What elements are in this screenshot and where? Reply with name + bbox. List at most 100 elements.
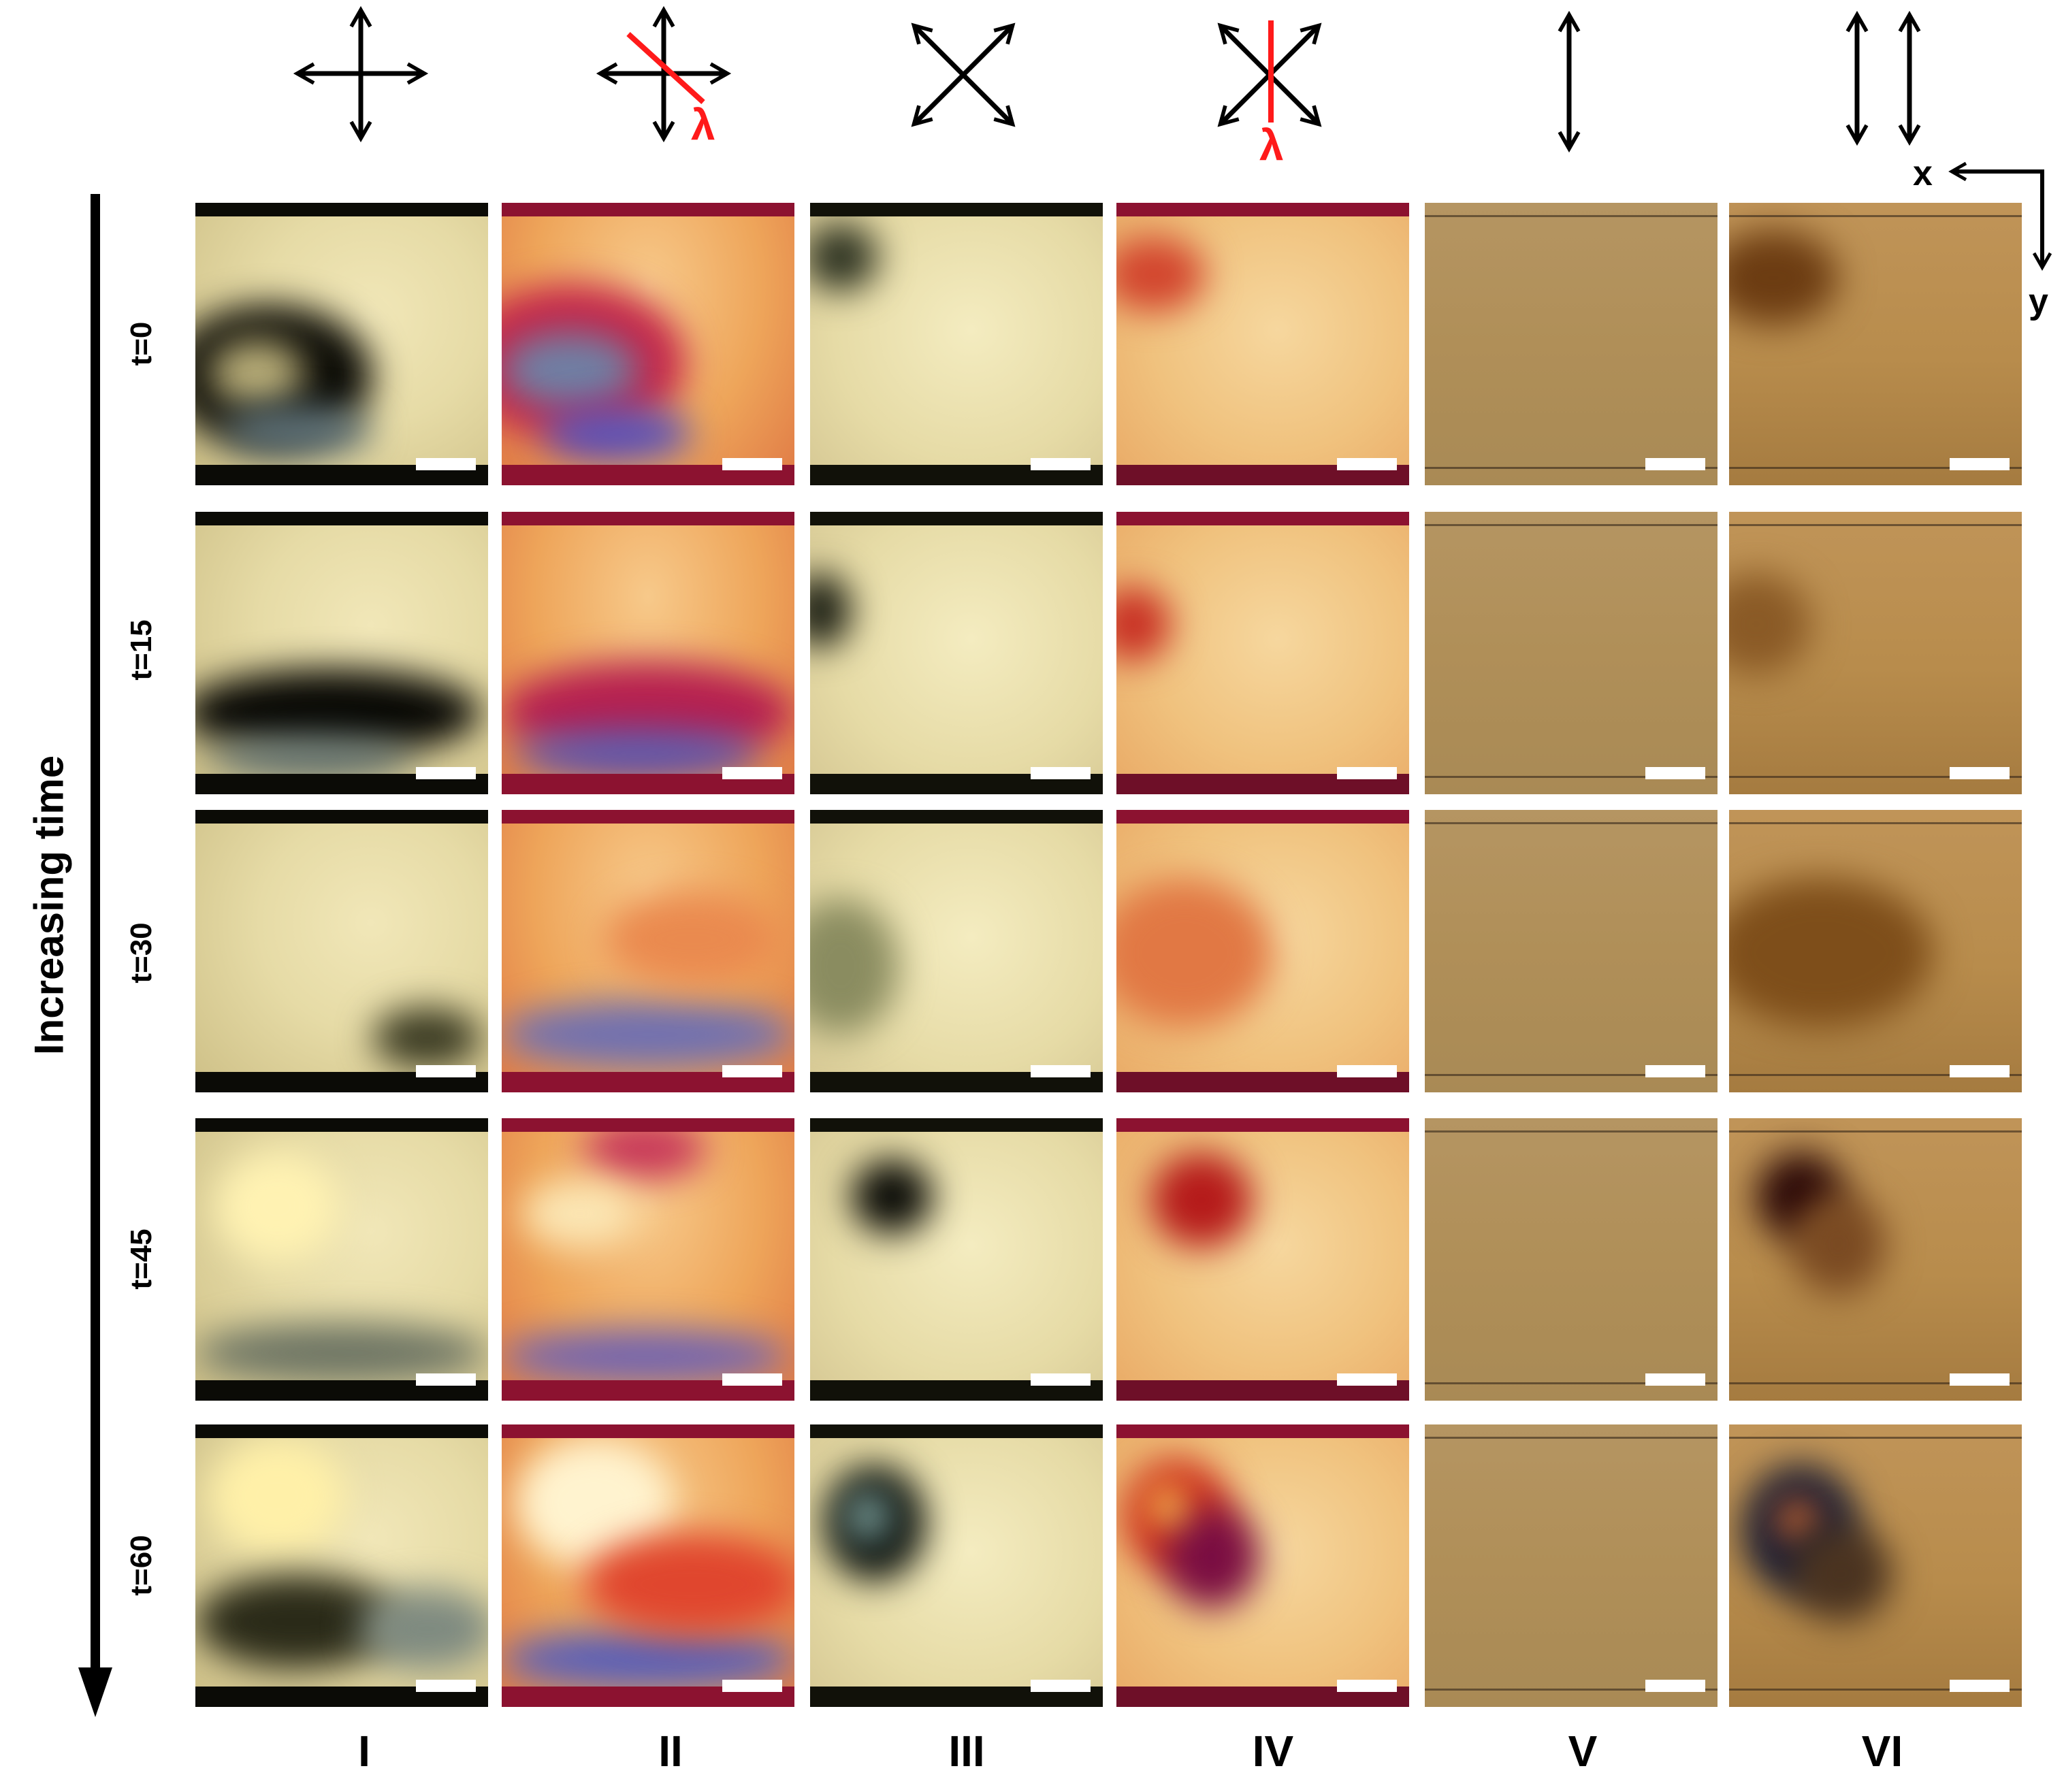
channel-edge-line (1729, 776, 2022, 778)
scale-bar (722, 1065, 782, 1077)
micrograph-panel (1425, 203, 1718, 485)
defect-texture (810, 223, 878, 291)
micrograph-panel (1116, 203, 1409, 485)
channel-wall-top (1425, 810, 1718, 824)
channel-edge-line (1729, 822, 2022, 824)
row-label: t=0 (125, 321, 158, 366)
micrograph-panel (1116, 1118, 1409, 1401)
scale-bar (1645, 767, 1705, 779)
micrograph-panel (810, 1118, 1103, 1401)
channel-wall-top (1425, 203, 1718, 216)
micrograph-panel (1729, 1424, 2022, 1707)
scale-bar (1031, 458, 1091, 470)
channel-edge-line (1729, 524, 2022, 526)
channel-wall-top (1425, 1424, 1718, 1438)
channel-wall-top (810, 1118, 1103, 1132)
parallel-polarizers-icon-svg (1845, 10, 1921, 146)
micrograph-panel (1729, 203, 2022, 485)
channel-wall-top (1116, 810, 1409, 824)
channel-edge-line (1729, 1074, 2022, 1076)
defect-texture (1164, 1506, 1259, 1608)
defect-texture (583, 1533, 794, 1635)
micrograph-panel (810, 512, 1103, 794)
channel-edge-line (1729, 1382, 2022, 1384)
channel-wall-top (1116, 203, 1409, 216)
channel-wall-top (1425, 1118, 1718, 1132)
defect-texture (1729, 230, 1838, 325)
channel-edge-line (1425, 822, 1718, 824)
scale-bar (1031, 1065, 1091, 1077)
channel-wall-top (810, 1424, 1103, 1438)
channel-edge-line (1425, 1382, 1718, 1384)
time-axis-label: Increasing time (26, 755, 72, 1056)
scale-bar (722, 458, 782, 470)
scale-bar (416, 1680, 476, 1692)
y-axis-label: y (2029, 282, 2048, 321)
row-label: t=60 (125, 1535, 158, 1596)
scale-bar (1645, 1680, 1705, 1692)
defect-texture (372, 1007, 481, 1069)
x-axis-label: x (1913, 157, 1933, 193)
parallel-polarizers-icon (1797, 0, 1947, 163)
defect-texture (216, 1152, 338, 1261)
defect-texture (543, 407, 692, 461)
scale-bar (722, 767, 782, 779)
lambda-label: λ (1259, 120, 1284, 163)
defect-texture (1790, 1527, 1892, 1622)
micrograph-panel (810, 1424, 1103, 1707)
scale-bar (1337, 1373, 1397, 1386)
micrograph-panel (195, 810, 488, 1092)
channel-wall-top (1116, 1118, 1409, 1132)
crossed-polarizers-lambda-plate-icon: λ (589, 0, 739, 163)
scale-bar (1031, 767, 1091, 779)
micrograph-panel (195, 203, 488, 485)
scale-bar (1031, 1373, 1091, 1386)
micrograph-panel (1425, 512, 1718, 794)
xy-axes-indicator: x y (1886, 154, 2064, 327)
micrograph-panel (195, 512, 488, 794)
defect-texture (1150, 1152, 1253, 1248)
scale-bar (1950, 1065, 2010, 1077)
channel-edge-line (1425, 1689, 1718, 1691)
scale-bar (1950, 458, 2010, 470)
scale-bar (416, 767, 476, 779)
channel-edge-line (1425, 1130, 1718, 1133)
scale-bar (1337, 1680, 1397, 1692)
channel-wall-top (1729, 1118, 2022, 1132)
channel-wall-top (810, 512, 1103, 525)
scale-bar (1337, 1065, 1397, 1077)
single-polarizer-icon-svg (1558, 10, 1581, 153)
channel-wall-top (502, 512, 794, 525)
channel-wall-top (195, 203, 488, 216)
micrograph-panel (502, 203, 794, 485)
micrograph-panel (195, 1424, 488, 1707)
channel-wall-top (1116, 512, 1409, 525)
crossed-polarizers-icon-svg (293, 5, 429, 143)
channel-wall-top (195, 512, 488, 525)
micrograph-panel (810, 203, 1103, 485)
micrograph-panel (1729, 810, 2022, 1092)
diagonal-crossed-polarizers-lambda-plate-icon-svg: λ (1217, 20, 1322, 169)
micrograph-panel (1729, 1118, 2022, 1401)
scale-bar (1950, 767, 2010, 779)
defect-texture (515, 730, 760, 777)
diagonal-crossed-polarizers-icon (888, 0, 1038, 163)
defect-texture (848, 1493, 888, 1540)
defect-texture (522, 1179, 638, 1248)
column-label: I (358, 1727, 370, 1776)
defect-texture (604, 892, 781, 987)
scale-bar (416, 1373, 476, 1386)
channel-edge-line (1425, 1437, 1718, 1439)
micrograph-panel (502, 512, 794, 794)
channel-wall-top (195, 1424, 488, 1438)
time-arrow (65, 194, 126, 1718)
scale-bar (416, 1065, 476, 1077)
channel-wall-top (1729, 512, 2022, 525)
micrograph-panel (502, 1424, 794, 1707)
defect-texture (1116, 587, 1171, 662)
scale-bar (722, 1680, 782, 1692)
channel-edge-line (1425, 467, 1718, 469)
scale-bar (1645, 458, 1705, 470)
scale-bar (1031, 1680, 1091, 1692)
defect-texture (1729, 573, 1811, 675)
